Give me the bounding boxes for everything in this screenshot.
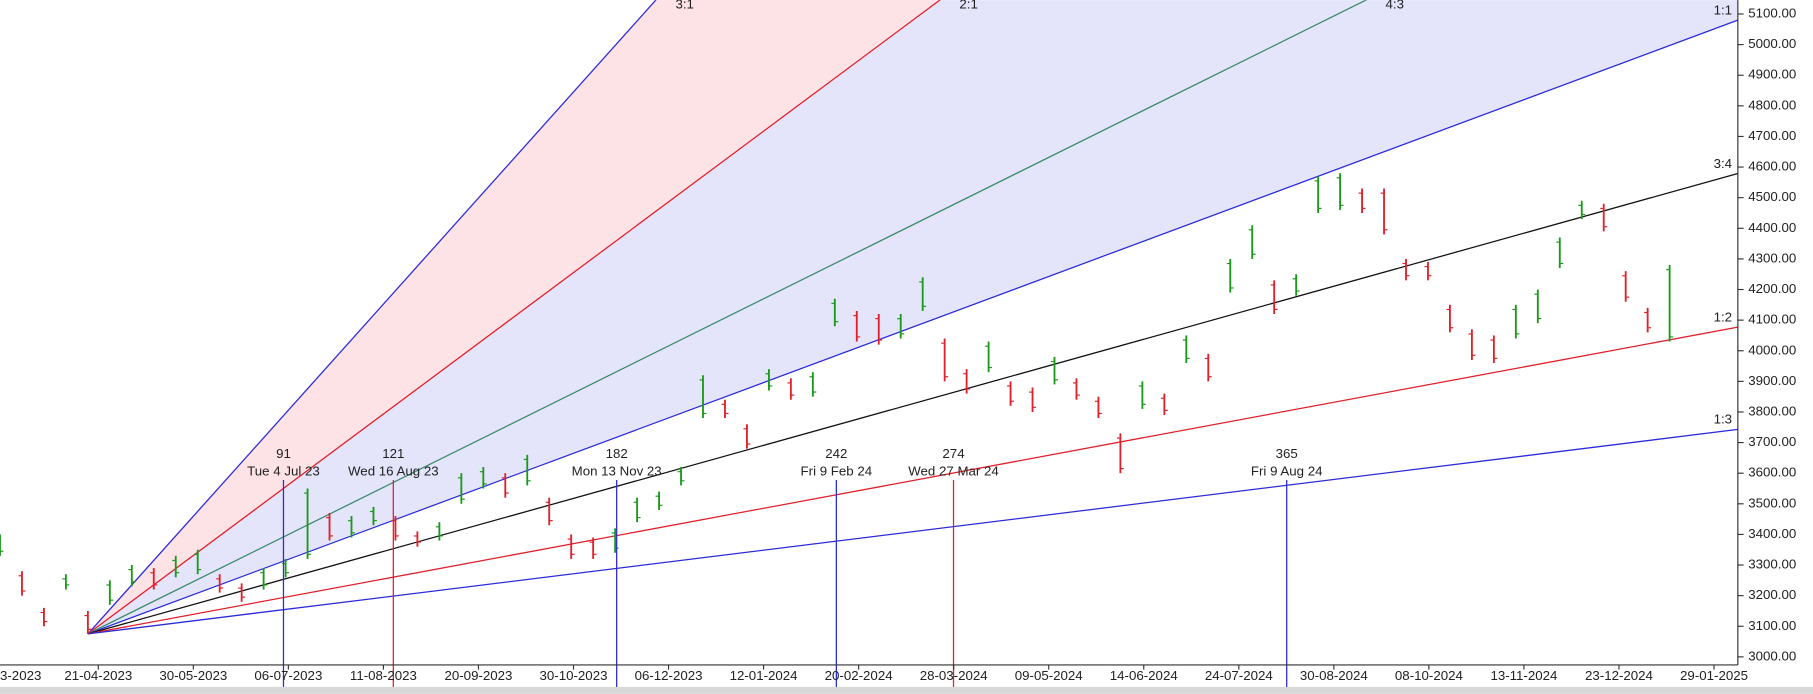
- x-tick-label: 30-05-2023: [159, 668, 227, 683]
- y-tick-label: 4300.00: [1748, 250, 1796, 265]
- cycle-lines: 91 Tue 4 Jul 23 121 Wed 16 Aug 23 182 Mon 13 …: [247, 446, 1323, 687]
- y-tick-label: 4600.00: [1748, 159, 1796, 174]
- x-tick-label: 08-10-2024: [1395, 668, 1463, 683]
- y-tick-label: 4900.00: [1748, 67, 1796, 82]
- y-tick-label: 3600.00: [1748, 465, 1796, 480]
- x-tick-label: 30-10-2023: [540, 668, 608, 683]
- x-tick-label: 3-2023: [0, 668, 41, 683]
- y-tick-label: 3100.00: [1748, 618, 1796, 633]
- fan-label: 4:3: [1386, 0, 1404, 11]
- fan-line: [87, 0, 1368, 635]
- fan-label: 1:1: [1714, 2, 1732, 17]
- fan-line: [87, 0, 941, 635]
- y-tick-label: 4000.00: [1748, 342, 1796, 357]
- y-tick-label: 5000.00: [1748, 36, 1796, 51]
- x-tick-label: 28-03-2024: [920, 668, 988, 683]
- fan-line: [87, 172, 1738, 635]
- x-tick-label: 13-11-2024: [1490, 668, 1557, 683]
- x-tick-label: 20-09-2023: [444, 668, 512, 683]
- x-tick-label: 06-12-2023: [635, 668, 703, 683]
- x-tick-label: 20-02-2024: [825, 668, 893, 683]
- y-tick-label: 3000.00: [1748, 648, 1796, 663]
- fan-label: 3:4: [1714, 156, 1732, 171]
- cycle-count: 365: [1276, 446, 1298, 461]
- cycle-count: 182: [606, 446, 628, 461]
- x-tick-label: 14-06-2024: [1110, 668, 1178, 683]
- y-tick-label: 3200.00: [1748, 587, 1796, 602]
- y-tick-label: 4200.00: [1748, 281, 1796, 296]
- cycle-date: Mon 13 Nov 23: [572, 463, 662, 478]
- cycle-count: 121: [382, 446, 404, 461]
- x-tick-label: 09-05-2024: [1015, 668, 1083, 683]
- y-tick-label: 4400.00: [1748, 220, 1796, 235]
- fan-label: 1:2: [1714, 309, 1732, 324]
- fan-label: 1:3: [1714, 412, 1732, 427]
- x-tick-label: 24-07-2024: [1205, 668, 1273, 683]
- y-tick-label: 3700.00: [1748, 434, 1796, 449]
- fan-line: [87, 428, 1738, 635]
- price-bars: [0, 173, 1674, 634]
- y-tick-label: 3900.00: [1748, 373, 1796, 388]
- fan-lines: [87, 0, 1738, 635]
- y-tick-label: 3300.00: [1748, 557, 1796, 572]
- x-tick-label: 11-08-2023: [350, 668, 417, 683]
- x-tick-label: 30-08-2024: [1300, 668, 1368, 683]
- cycle-count: 242: [825, 446, 847, 461]
- fan-label: 2:1: [959, 0, 977, 11]
- scrollbar: [0, 686, 1813, 694]
- y-tick-label: 3800.00: [1748, 403, 1796, 418]
- cycle-count: 91: [276, 446, 291, 461]
- y-tick-label: 5100.00: [1748, 6, 1796, 21]
- cycle-date: Fri 9 Feb 24: [801, 463, 873, 478]
- cycle-date: Wed 27 Mar 24: [908, 463, 999, 478]
- x-tick-label: 29-01-2025: [1680, 668, 1748, 683]
- cycle-date: Wed 16 Aug 23: [348, 463, 439, 478]
- fan-line: [87, 326, 1738, 635]
- cycle-date: Tue 4 Jul 23: [247, 463, 320, 478]
- fan-label: 3:1: [675, 0, 693, 11]
- x-tick-label: 06-07-2023: [254, 668, 322, 683]
- y-tick-label: 4100.00: [1748, 312, 1796, 327]
- x-tick-label: 23-12-2024: [1585, 668, 1653, 683]
- x-tick-label: 12-01-2024: [730, 668, 798, 683]
- fan-line: [87, 19, 1738, 635]
- cycle-date: Fri 9 Aug 24: [1251, 463, 1323, 478]
- fan-fill: [87, 0, 1738, 634]
- fan-line: [87, 0, 657, 635]
- x-tick-label: 21-04-2023: [64, 668, 132, 683]
- y-tick-label: 4700.00: [1748, 128, 1796, 143]
- y-tick-label: 3400.00: [1748, 526, 1796, 541]
- cycle-count: 274: [942, 446, 964, 461]
- y-tick-label: 4500.00: [1748, 189, 1796, 204]
- y-tick-label: 3500.00: [1748, 495, 1796, 510]
- y-tick-label: 4800.00: [1748, 97, 1796, 112]
